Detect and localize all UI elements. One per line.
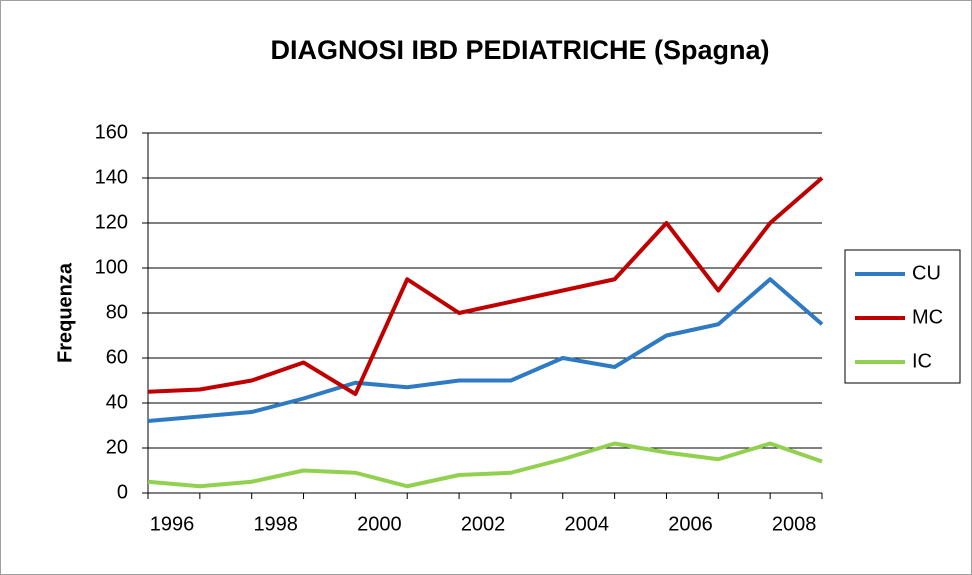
y-tick-label: 40 <box>106 391 128 413</box>
y-tick-label: 100 <box>95 256 128 278</box>
y-tick-label: 60 <box>106 346 128 368</box>
y-tick-label: 20 <box>106 436 128 458</box>
y-tick-label: 80 <box>106 301 128 323</box>
line-series <box>147 176 824 396</box>
y-axis-label: Frequenza <box>54 262 76 363</box>
legend-label: IC <box>912 350 932 372</box>
x-tick-label: 2008 <box>772 513 817 535</box>
x-tick-label: 2002 <box>461 513 506 535</box>
legend-label: MC <box>912 306 943 328</box>
x-tick-label: 1996 <box>150 513 195 535</box>
legend-label: CU <box>912 262 941 284</box>
x-tick-label: 2004 <box>565 513 610 535</box>
y-tick-label: 120 <box>95 211 128 233</box>
line-series <box>147 441 823 489</box>
chart-title: DIAGNOSI IBD PEDIATRICHE (Spagna) <box>270 35 769 65</box>
y-tick-label: 140 <box>95 166 128 188</box>
x-tick-label: 2006 <box>668 513 713 535</box>
y-tick-label: 160 <box>95 121 128 143</box>
x-tick-label: 2000 <box>357 513 402 535</box>
y-tick-label: 0 <box>117 481 128 503</box>
line-series <box>147 277 824 423</box>
x-tick-label: 1998 <box>253 513 298 535</box>
